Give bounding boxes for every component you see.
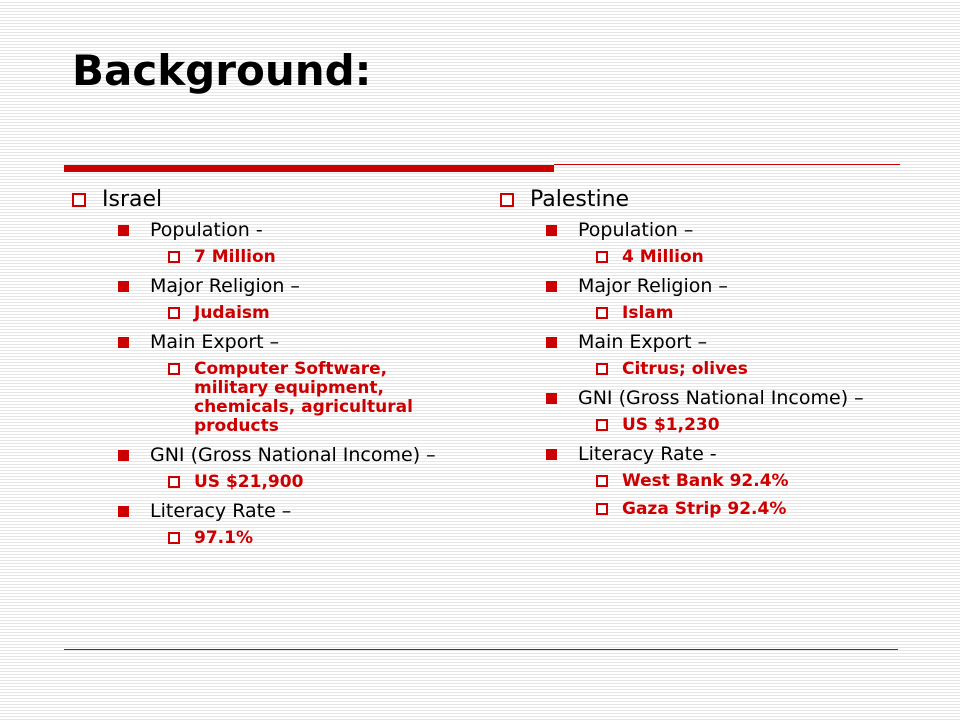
filled-square-bullet-icon — [546, 449, 557, 460]
filled-square-bullet-icon — [118, 506, 129, 517]
filled-square-bullet-icon — [118, 281, 129, 292]
item-label: Main Export – — [578, 331, 708, 353]
sub-bullet-item: Judaism — [72, 304, 472, 323]
sub-bullet-item: Citrus; olives — [500, 360, 900, 379]
item-label: Literacy Rate – — [150, 500, 292, 522]
filled-square-bullet-icon — [546, 225, 557, 236]
item-value: Citrus; olives — [622, 359, 748, 379]
hollow-square-bullet-icon — [596, 307, 608, 319]
palestine-heading-row: Palestine — [500, 186, 900, 214]
bullet-item: Major Religion – — [72, 276, 472, 297]
item-value: Computer Software, military equipment, c… — [194, 359, 413, 436]
slide-title: Background: — [72, 46, 372, 95]
bullet-item: Main Export – — [72, 332, 472, 353]
item-value: 4 Million — [622, 247, 704, 267]
palestine-column: Palestine Population – 4 Million Major R… — [500, 186, 900, 528]
hollow-square-bullet-icon — [168, 476, 180, 488]
item-value: Gaza Strip 92.4% — [622, 499, 787, 519]
bullet-item: GNI (Gross National Income) – — [72, 445, 472, 466]
sub-bullet-item: Islam — [500, 304, 900, 323]
hollow-square-bullet-icon — [168, 251, 180, 263]
hollow-square-bullet-icon — [596, 363, 608, 375]
sub-bullet-item: 7 Million — [72, 248, 472, 267]
bullet-item: Literacy Rate - — [500, 444, 900, 465]
hollow-square-bullet-icon — [596, 475, 608, 487]
item-value: 7 Million — [194, 247, 276, 267]
filled-square-bullet-icon — [118, 450, 129, 461]
item-label: GNI (Gross National Income) – — [578, 387, 864, 409]
filled-square-bullet-icon — [546, 393, 557, 404]
filled-square-bullet-icon — [546, 281, 557, 292]
bullet-item: Population - — [72, 220, 472, 241]
sub-bullet-item: West Bank 92.4% — [500, 472, 900, 491]
item-label: Literacy Rate - — [578, 443, 717, 465]
palestine-heading: Palestine — [530, 187, 630, 212]
hollow-square-bullet-icon — [72, 193, 86, 207]
item-value: US $1,230 — [622, 415, 720, 435]
filled-square-bullet-icon — [118, 337, 129, 348]
sub-bullet-item: US $21,900 — [72, 473, 472, 492]
hollow-square-bullet-icon — [596, 251, 608, 263]
israel-heading: Israel — [102, 187, 163, 212]
item-value: West Bank 92.4% — [622, 471, 789, 491]
bottom-divider-line — [64, 649, 898, 650]
item-label: Population – — [578, 219, 694, 241]
israel-heading-row: Israel — [72, 186, 472, 214]
item-label: GNI (Gross National Income) – — [150, 444, 436, 466]
filled-square-bullet-icon — [118, 225, 129, 236]
israel-column: Israel Population - 7 Million Major Reli… — [72, 186, 472, 557]
bullet-item: Main Export – — [500, 332, 900, 353]
sub-bullet-item: US $1,230 — [500, 416, 900, 435]
hollow-square-bullet-icon — [596, 503, 608, 515]
hollow-square-bullet-icon — [168, 307, 180, 319]
bullet-item: Major Religion – — [500, 276, 900, 297]
hollow-square-bullet-icon — [596, 419, 608, 431]
sub-bullet-item: Computer Software, military equipment, c… — [72, 360, 472, 436]
bullet-item: GNI (Gross National Income) – — [500, 388, 900, 409]
item-label: Population - — [150, 219, 263, 241]
item-value: US $21,900 — [194, 472, 304, 492]
bullet-item: Population – — [500, 220, 900, 241]
title-underline-bar — [64, 165, 554, 172]
sub-bullet-item: Gaza Strip 92.4% — [500, 500, 900, 519]
hollow-square-bullet-icon — [168, 532, 180, 544]
item-value: Islam — [622, 303, 674, 323]
item-label: Major Religion – — [578, 275, 728, 297]
item-value: 97.1% — [194, 528, 253, 548]
hollow-square-bullet-icon — [500, 193, 514, 207]
hollow-square-bullet-icon — [168, 363, 180, 375]
item-label: Major Religion – — [150, 275, 300, 297]
item-value: Judaism — [194, 303, 270, 323]
item-label: Main Export – — [150, 331, 280, 353]
filled-square-bullet-icon — [546, 337, 557, 348]
bullet-item: Literacy Rate – — [72, 501, 472, 522]
sub-bullet-item: 97.1% — [72, 529, 472, 548]
sub-bullet-item: 4 Million — [500, 248, 900, 267]
top-divider-line — [554, 164, 900, 165]
